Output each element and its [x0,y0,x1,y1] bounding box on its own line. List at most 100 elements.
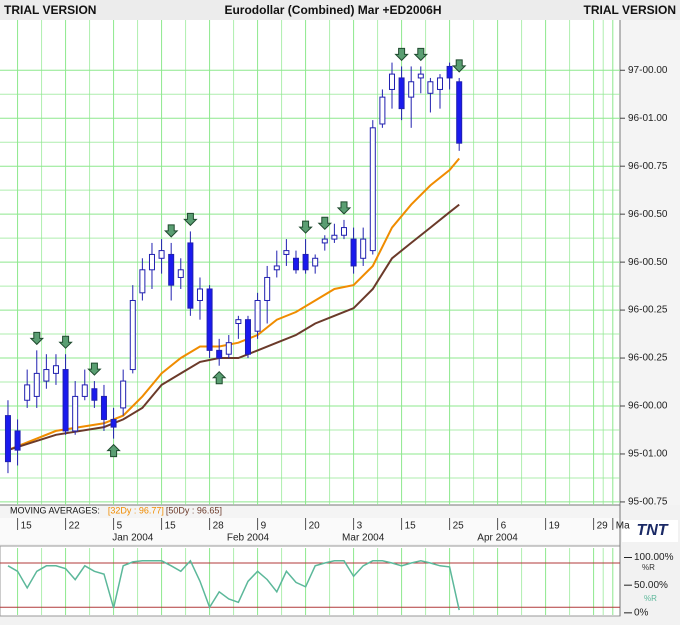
legend-strip [0,505,620,518]
candle-body [24,384,31,401]
legend-title: MOVING AVERAGES: [10,505,100,515]
candle-body [177,269,184,278]
x-tick-label: 5 [117,521,123,532]
candle-body [436,77,443,90]
y-tick-label: 96-00.00 [628,401,668,412]
grid-layer [0,20,620,615]
down-arrow [183,212,198,227]
candle-body [264,276,271,301]
candle-body [81,384,88,397]
candle-body [273,265,280,271]
candle-body [417,73,424,79]
candle-body [388,73,395,90]
y-tick-label: 50.00% [634,580,668,591]
candle-body [427,81,434,94]
moving-average-line [7,157,460,452]
x-tick-label: 15 [405,521,417,532]
logo-box [622,520,678,542]
y-tick-label: 96-01.00 [628,113,668,124]
moving-average-line [7,203,460,452]
candle-body [225,342,232,355]
candle-body [168,253,175,286]
x-tick-label: 25 [453,521,465,532]
candle-body [369,127,376,252]
x-tick-label: 3 [357,521,363,532]
trial-right: TRIAL VERSION [584,3,676,17]
legend-entry: [50Dy : 96.65] [166,505,222,515]
down-arrow [58,335,73,349]
candle-body [196,288,203,301]
candle-body [312,257,319,267]
y-tick-label: 95-00.75 [628,497,668,508]
candle-body [340,227,347,236]
month-label: Apr 2004 [477,533,518,544]
x-tick-label: 22 [69,521,81,532]
down-arrow [336,201,352,215]
candle-body [91,388,98,401]
candle-body [216,349,223,359]
mark-layer: 95-00.75 95-01.00 96-00.00 96-00.25 96-00.25… [0,47,674,618]
candle-body [379,96,386,125]
y-tick-label: 96-00.50 [628,209,668,220]
candle-body [110,418,117,428]
header-bar [0,0,680,20]
candle-body [331,234,338,240]
y-tick-label: 95-01.00 [628,449,668,460]
candle-body [187,242,194,309]
candle-body [139,269,146,294]
trial-left: TRIAL VERSION [4,3,96,17]
x-tick-label: 6 [501,521,507,532]
candle-body [148,253,155,271]
candle-body [360,238,367,259]
down-arrow [317,216,333,231]
x-tick-label: 28 [213,521,225,532]
candle-body [292,257,299,271]
candle-body [62,369,69,432]
candle-body [129,299,136,371]
candle-body [456,81,463,144]
up-arrow [211,370,227,385]
y-tick-label: 96-00.75 [628,161,668,172]
candle-body [398,77,405,110]
legend-entry: [32Dy : 96.77] [108,505,164,515]
candle-body [72,395,79,432]
y-tick-label: 100.00% [634,552,674,563]
oscillator-area [0,545,621,617]
oscillator-line [7,559,460,611]
candle-body [4,415,11,463]
candle-body [302,253,309,271]
down-arrow [87,362,102,376]
date-axis-area [0,518,620,544]
x-tick-label: 9 [261,521,267,532]
down-arrow [451,59,467,73]
up-arrow [106,443,121,458]
down-arrow [29,331,45,346]
month-label: Feb 2004 [227,533,270,544]
y-tick-label: 0% [634,607,649,618]
y-tick-label: 96-00.25 [628,305,668,316]
candle-body [321,238,328,244]
x-tick-label: 15 [21,521,33,532]
y-tick-label: 96-00.50 [628,257,668,268]
candle-body [33,372,40,397]
candle-body [235,319,242,325]
candle-body [43,369,50,382]
y-tick-label: 97-00.00 [628,65,668,76]
candle-body [446,65,453,79]
candle-body [244,319,251,355]
down-arrow [394,47,409,62]
candle-body [254,299,261,332]
candle-body [52,365,59,374]
y-tick-label: 96-00.25 [628,353,668,364]
x-tick-label: 29 [597,521,609,532]
x-tick-label: 20 [309,521,321,532]
candle-body [158,250,165,259]
candle-body [14,430,21,451]
month-label: Mar 2004 [342,533,385,544]
logo: TNT [636,522,668,539]
candle-body [206,288,213,351]
down-arrow [163,224,179,238]
down-arrow [413,47,429,62]
